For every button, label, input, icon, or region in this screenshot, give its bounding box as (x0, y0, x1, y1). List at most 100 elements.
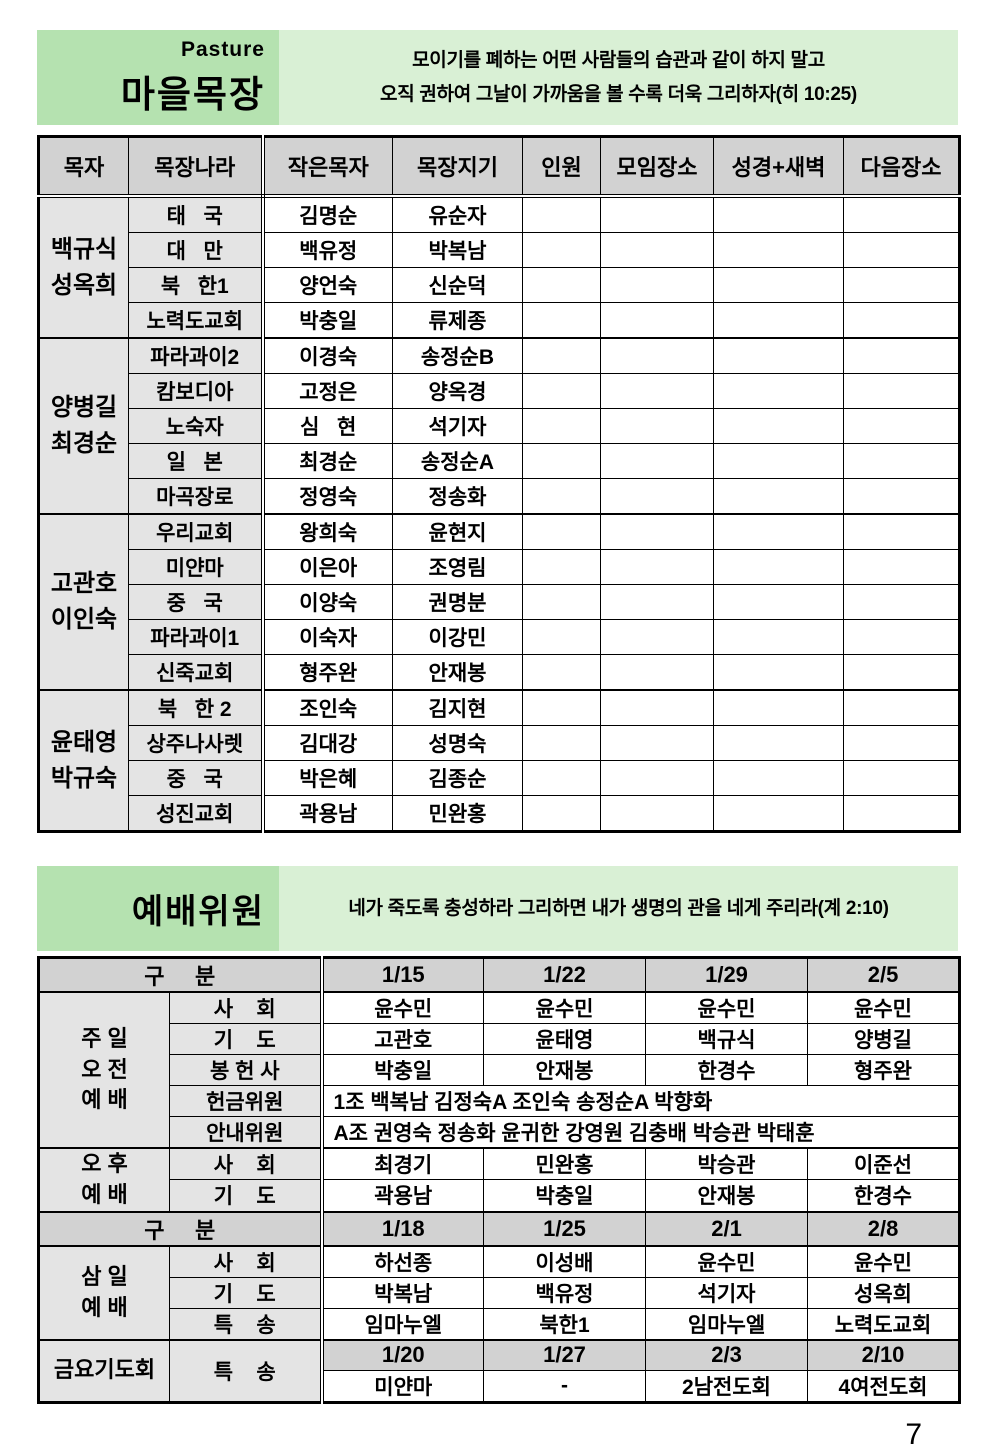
empty-cell (843, 689, 960, 726)
keeper-cell: 송정순B (392, 337, 523, 374)
country-cell: 노숙자 (128, 408, 265, 444)
col-header: 인원 (522, 136, 601, 198)
country-cell: 캄보디아 (128, 373, 265, 409)
pasture-verse-line1: 모이기를 폐하는 어떤 사람들의 습관과 같이 하지 말고 (412, 50, 825, 72)
table-row: 중 국 이양숙 권명분 (39, 584, 960, 620)
date-header: 2/3 (645, 1338, 809, 1371)
assignee-cell: 최경기 (321, 1147, 485, 1181)
empty-cell (600, 689, 714, 726)
small-shepherd-cell: 왕희숙 (262, 513, 393, 550)
worship-title-box: 예배위원 (37, 866, 279, 951)
role-cell: 안내위원 (168, 1116, 324, 1149)
assignee-cell: - (483, 1369, 647, 1403)
pasture-title: 마을목장 (120, 73, 265, 115)
empty-cell (843, 513, 960, 550)
small-shepherd-cell: 조인숙 (262, 689, 393, 726)
assignee-cell: 임마누엘 (645, 1307, 809, 1341)
empty-cell (713, 549, 844, 585)
assignee-cell: 윤수민 (645, 991, 809, 1024)
assignee-cell: 윤태영 (483, 1023, 647, 1055)
assignee-cell: 윤수민 (645, 1245, 809, 1278)
small-shepherd-cell: 심 현 (262, 408, 393, 444)
empty-cell (522, 549, 601, 585)
worship-header-band: 예배위원 네가 죽도록 충성하라 그리하면 내가 생명의 관을 네게 주리라(계… (37, 866, 958, 951)
keeper-cell: 권명분 (392, 584, 523, 620)
pasture-verse-line2: 오직 권하여 그날이 가까움을 볼 수록 더욱 그리하자(히 10:25) (380, 83, 857, 105)
shepherd-cell: 백규식 성옥희 (38, 195, 129, 339)
section-header-row: 구 분 1/18 1/25 2/1 2/8 (37, 1210, 961, 1247)
col-header: 목자 (38, 136, 129, 198)
country-cell: 파라과이2 (128, 337, 265, 374)
empty-cell (522, 725, 601, 761)
role-cell: 특 송 (168, 1338, 324, 1403)
role-cell: 봉 헌 사 (168, 1054, 324, 1086)
empty-cell (713, 195, 844, 233)
table-row: 북 한1 양언숙 신순덕 (39, 267, 960, 303)
empty-cell (843, 549, 960, 585)
assignee-cell: 임마누엘 (321, 1307, 485, 1341)
table-row: 윤태영 박규숙 북 한 2 조인숙 김지현 (38, 689, 960, 832)
keeper-cell: 석기자 (392, 408, 523, 444)
empty-cell (713, 267, 844, 303)
assignee-cell: 윤수민 (483, 991, 647, 1024)
empty-cell (522, 302, 601, 339)
table-row: 대 만 백유정 박복남 (39, 232, 960, 268)
empty-cell (522, 267, 601, 303)
table-row: 특 송 임마누엘 북한1 임마누엘 노력도교회 (39, 1307, 961, 1341)
small-shepherd-cell: 최경순 (262, 443, 393, 479)
assignee-cell: 노력도교회 (807, 1307, 961, 1341)
assignee-cell: 민완홍 (483, 1147, 647, 1181)
small-shepherd-cell: 고정은 (262, 373, 393, 409)
page: Pasture 마을목장 모이기를 폐하는 어떤 사람들의 습관과 같이 하지 … (37, 30, 962, 1452)
assignee-cell: 백규식 (645, 1023, 809, 1055)
keeper-cell: 신순덕 (392, 267, 523, 303)
worship-table: 구 분 1/15 1/22 1/29 2/5 주 일 오 전 예 배 사 회 윤… (37, 956, 962, 1404)
date-header: 1/27 (483, 1338, 647, 1371)
small-shepherd-cell: 이은아 (262, 549, 393, 585)
assignee-cell: 북한1 (483, 1307, 647, 1341)
empty-cell (600, 195, 714, 233)
keeper-cell: 이강민 (392, 619, 523, 655)
table-row: 중 국 박은혜 김종순 (39, 760, 960, 796)
date-header: 1/25 (483, 1210, 647, 1247)
keeper-cell: 류제종 (392, 302, 523, 339)
empty-cell (600, 302, 714, 339)
worship-title: 예배위원 (131, 893, 265, 931)
country-cell: 노력도교회 (128, 302, 265, 339)
assignee-cell: 안재봉 (645, 1179, 809, 1213)
table-row: 백규식 성옥희 태 국 김명순 유순자 (38, 195, 960, 339)
empty-cell (600, 654, 714, 691)
keeper-cell: 박복남 (392, 232, 523, 268)
country-cell: 성진교회 (128, 795, 265, 832)
table-row: 기 도 곽용남 박충일 안재봉 한경수 (39, 1179, 961, 1213)
keeper-cell: 유순자 (392, 195, 523, 233)
empty-cell (522, 760, 601, 796)
empty-cell (522, 619, 601, 655)
pasture-title-box: Pasture 마을목장 (37, 30, 279, 125)
assignee-cell: 윤수민 (807, 991, 961, 1024)
assignee-cell: 박승관 (645, 1147, 809, 1181)
small-shepherd-cell: 박충일 (262, 302, 393, 339)
role-cell: 기 도 (168, 1179, 324, 1213)
empty-cell (522, 513, 601, 550)
empty-cell (600, 478, 714, 515)
role-cell: 기 도 (168, 1276, 324, 1309)
page-number: 7 (905, 1417, 922, 1451)
empty-cell (843, 725, 960, 761)
offering-team-cell: 1조 백복남 김정숙A 조인숙 송정순A 박향화 (321, 1085, 961, 1117)
table-row: 기 도 고관호 윤태영 백규식 양병길 (39, 1023, 961, 1055)
empty-cell (522, 373, 601, 409)
col-header: 목장나라 (128, 136, 265, 198)
keeper-cell: 김종순 (392, 760, 523, 796)
assignee-cell: 윤수민 (807, 1245, 961, 1278)
empty-cell (522, 654, 601, 691)
date-header: 2/10 (807, 1338, 961, 1371)
small-shepherd-cell: 백유정 (262, 232, 393, 268)
worship-verse-line: 네가 죽도록 충성하라 그리하면 내가 생명의 관을 네게 주리라(계 2:10… (348, 897, 889, 919)
table-row: 주 일 오 전 예 배 사 회 윤수민 윤수민 윤수민 윤수민 (38, 991, 961, 1149)
small-shepherd-cell: 박은혜 (262, 760, 393, 796)
col-header: 다음장소 (843, 136, 960, 198)
empty-cell (600, 549, 714, 585)
country-cell: 일 본 (128, 443, 265, 479)
date-header: 1/22 (483, 956, 647, 993)
